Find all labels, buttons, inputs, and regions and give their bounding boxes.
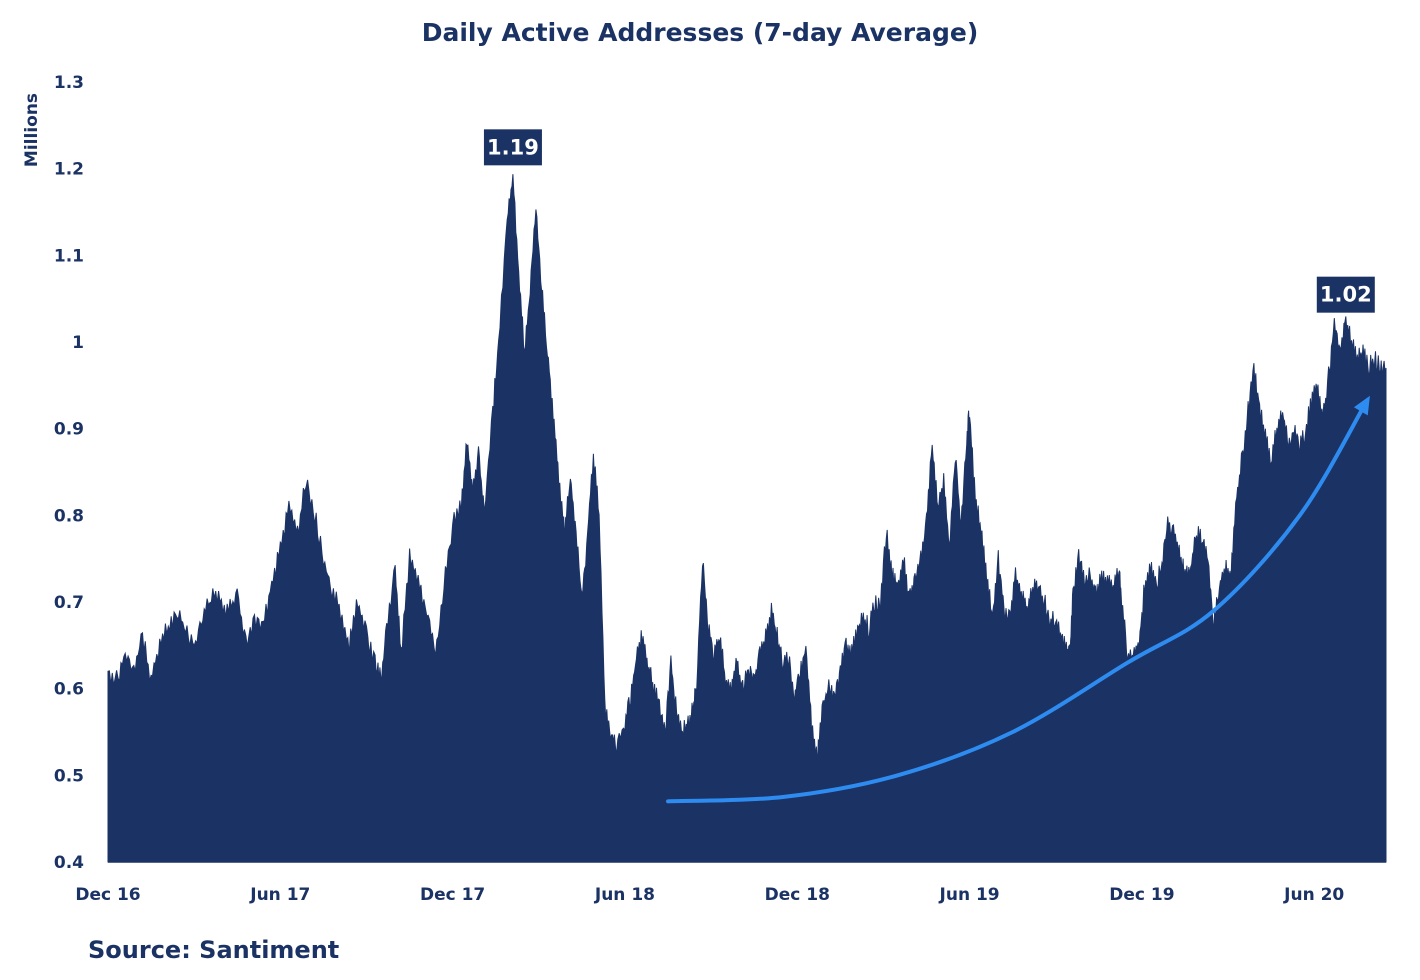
y-tick-label: 0.5	[54, 766, 84, 786]
chart-title: Daily Active Addresses (7-day Average)	[421, 18, 979, 47]
y-tick-label: 1.2	[54, 160, 84, 180]
x-tick-label: Jun 20	[1283, 885, 1344, 905]
y-tick-label: 0.9	[54, 420, 84, 440]
peak-callout-label: 1.02	[1320, 283, 1372, 307]
x-tick-label: Dec 17	[420, 885, 485, 905]
x-tick-label: Jun 17	[249, 885, 310, 905]
source-note: Source: Santiment	[88, 936, 340, 964]
peak-callout-box	[1316, 276, 1375, 313]
peak-callout-label: 1.19	[487, 135, 539, 159]
peak-callout-box	[483, 129, 542, 166]
series-area-daily-active-addresses	[107, 174, 1387, 863]
trend-arrow-layer	[666, 395, 1370, 804]
peak-callout: 1.19	[483, 129, 542, 166]
y-tick-label: 1	[72, 333, 84, 353]
y-tick-label: 1.1	[54, 246, 84, 266]
x-tick-label: Dec 19	[1109, 885, 1174, 905]
trend-arrow-curve	[666, 400, 1368, 804]
x-tick-label: Dec 16	[75, 885, 140, 905]
y-tick-label: 1.3	[54, 73, 84, 93]
callout-layer: 1.19 1.02	[483, 129, 1375, 313]
area-layer	[107, 174, 1387, 863]
x-tick-label: Jun 18	[594, 885, 655, 905]
trend-arrow-head	[1353, 395, 1370, 416]
y-tick-label: 0.6	[54, 680, 84, 700]
y-tick-label: 0.7	[54, 593, 84, 613]
peak-callout: 1.02	[1316, 276, 1375, 313]
y-tick-labels: 1.3 1.2 1.1 1 0.9 0.8 0.7 0.6 0.5 0.4	[54, 73, 84, 873]
y-tick-label: 0.8	[54, 506, 84, 526]
x-tick-label: Dec 18	[765, 885, 830, 905]
x-tick-labels: Dec 16 Jun 17 Dec 17 Jun 18 Dec 18 Jun 19 Dec …	[75, 885, 1344, 905]
y-tick-label: 0.4	[54, 853, 84, 873]
x-tick-label: Jun 19	[939, 885, 1000, 905]
